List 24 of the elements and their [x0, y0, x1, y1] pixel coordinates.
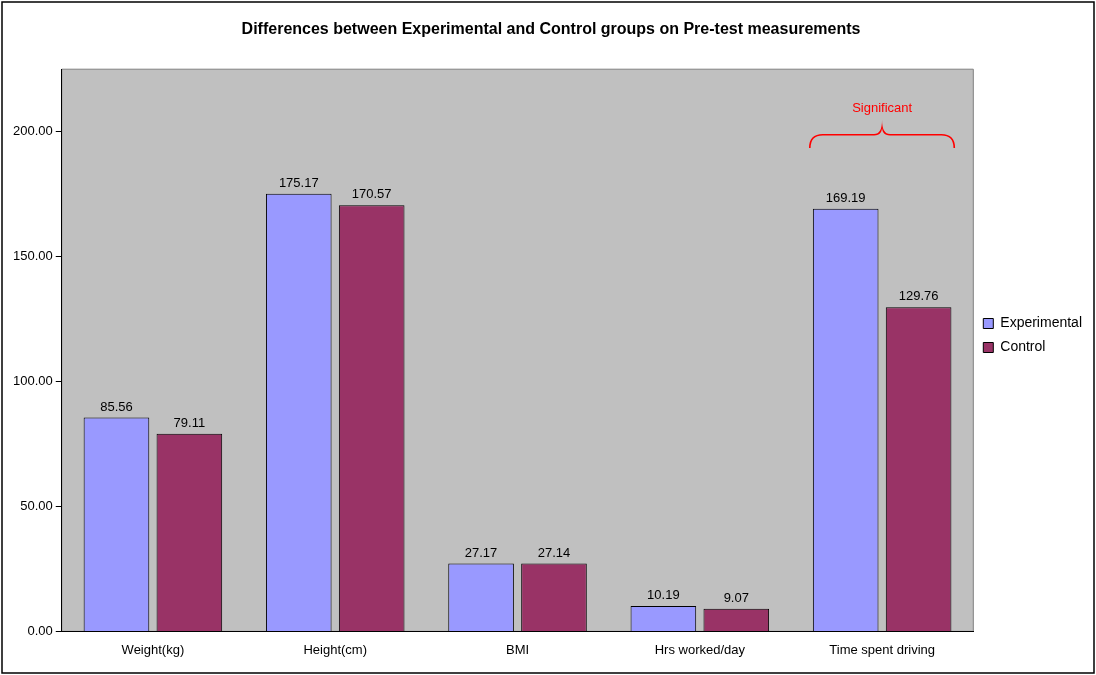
data-label: 10.19 [647, 587, 680, 603]
y-tick-label: 200.00 [13, 123, 53, 139]
data-label: 169.19 [825, 189, 866, 205]
annotation: Significant [852, 100, 913, 116]
legend-label: Control [1000, 338, 1046, 355]
data-label: 85.56 [100, 398, 133, 414]
data-label: 129.76 [898, 288, 939, 304]
x-tick-label: BMI [505, 641, 530, 657]
x-tick-label: Time spent driving [829, 641, 936, 657]
data-label: 9.07 [723, 589, 749, 605]
data-label: 175.17 [278, 174, 319, 190]
data-label: 79.11 [173, 414, 206, 430]
y-tick-label: 150.00 [13, 248, 53, 264]
x-tick-label: Hrs worked/day [654, 641, 746, 657]
chart-title: Differences between Experimental and Control groups on Pre-test measurements [241, 20, 861, 38]
data-label: 27.17 [464, 544, 498, 560]
x-tick-label: Weight(kg) [121, 641, 185, 657]
y-tick-label: 0.00 [27, 622, 53, 638]
data-label: 170.57 [351, 186, 392, 202]
x-tick-label: Height(cm) [303, 641, 368, 657]
data-label: 27.14 [537, 544, 571, 560]
legend-label: Experimental [1000, 314, 1082, 331]
y-tick-label: 50.00 [20, 498, 53, 514]
y-tick-label: 100.00 [13, 373, 53, 389]
